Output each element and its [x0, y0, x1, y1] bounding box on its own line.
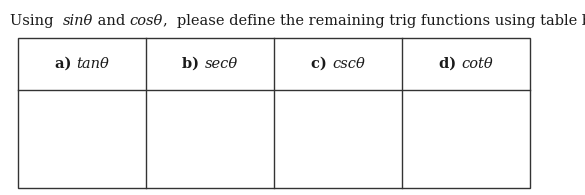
Text: secθ: secθ [205, 57, 238, 71]
Text: tanθ: tanθ [77, 57, 109, 71]
Text: b): b) [183, 57, 205, 71]
Text: cotθ: cotθ [462, 57, 493, 71]
Text: a): a) [55, 57, 77, 71]
Text: c): c) [311, 57, 332, 71]
Bar [18, 38, 530, 188]
Text: cscθ: cscθ [332, 57, 365, 71]
Text: cosθ: cosθ [130, 14, 163, 28]
Text: Using: Using [10, 14, 63, 28]
Text: sinθ: sinθ [63, 14, 93, 28]
Text: ,  please define the remaining trig functions using table below.: , please define the remaining trig funct… [163, 14, 585, 28]
Text: d): d) [439, 57, 462, 71]
Text: and: and [93, 14, 130, 28]
